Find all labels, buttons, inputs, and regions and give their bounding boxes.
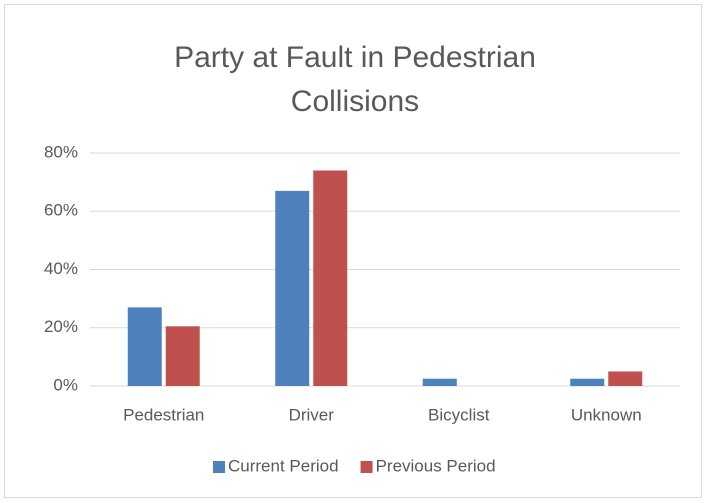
bar (165, 326, 200, 386)
bar (570, 378, 605, 386)
y-tick-label: 80% (44, 142, 78, 161)
x-tick-label: Bicyclist (428, 405, 490, 424)
bar (422, 378, 457, 386)
y-tick-label: 20% (44, 317, 78, 336)
x-tick-label: Pedestrian (123, 405, 204, 424)
bar (275, 190, 310, 386)
legend-swatch (360, 461, 373, 473)
bar (608, 371, 643, 386)
legend-label: Current Period (228, 456, 339, 475)
x-tick-label: Driver (289, 405, 335, 424)
bar (127, 307, 162, 386)
legend-swatch (213, 461, 225, 473)
y-tick-label: 40% (44, 259, 78, 278)
chart-title: Party at Fault in Pedestrian Collisions (174, 41, 536, 118)
bar (313, 170, 348, 386)
y-tick-label: 60% (44, 201, 78, 220)
y-tick-label: 0% (53, 375, 78, 394)
x-tick-label: Unknown (571, 405, 642, 424)
legend-label: Previous Period (376, 456, 496, 475)
chart-frame (4, 4, 702, 498)
